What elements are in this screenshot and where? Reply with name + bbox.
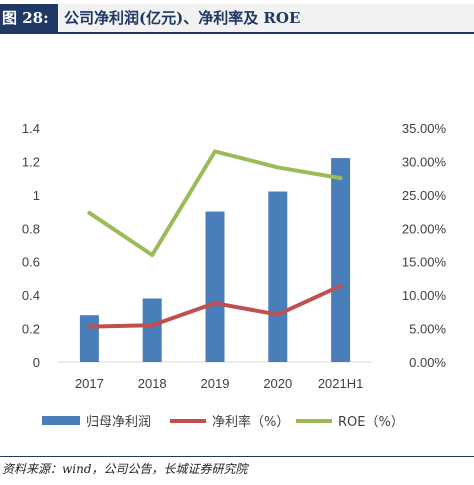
- legend-swatch-bar: [42, 416, 80, 425]
- bar-series: [79, 158, 351, 362]
- source-note: 资料来源：wind，公司公告，长城证券研究院: [2, 462, 248, 476]
- legend: 归母净利润 净利率（%） ROE（%）: [42, 414, 404, 430]
- legend-label: 归母净利润: [86, 415, 151, 430]
- figure-number: 图 28:: [0, 4, 58, 32]
- right-tick-label: 20.00%: [402, 221, 447, 236]
- left-tick-label: 1.2: [22, 154, 40, 169]
- bar: [205, 211, 225, 362]
- right-tick-label: 30.00%: [402, 154, 447, 169]
- legend-label: ROE（%）: [338, 415, 404, 430]
- x-tick-label: 2018: [138, 376, 167, 391]
- x-tick-label: 2020: [263, 376, 292, 391]
- left-tick-label: 1: [33, 188, 40, 203]
- bar: [268, 191, 288, 362]
- right-tick-label: 0.00%: [409, 355, 446, 370]
- left-tick-label: 0.8: [22, 221, 40, 236]
- figure-header: 图 28: 公司净利润(亿元)、净利率及 ROE: [0, 0, 474, 34]
- right-tick-label: 10.00%: [402, 288, 447, 303]
- left-axis-ticks: 0 0.2 0.4 0.6 0.8 1 1.2 1.4: [22, 121, 40, 370]
- bar: [142, 298, 162, 362]
- x-axis-ticks: 2017 2018 2019 2020 2021H1: [75, 376, 363, 391]
- bar: [331, 158, 351, 362]
- right-tick-label: 25.00%: [402, 188, 447, 203]
- x-tick-label: 2019: [201, 376, 230, 391]
- left-tick-label: 0.4: [22, 288, 40, 303]
- roe-line: [87, 149, 343, 258]
- left-tick-label: 0.6: [22, 255, 40, 270]
- legend-label: 净利率（%）: [212, 414, 289, 430]
- left-tick-label: 1.4: [22, 121, 40, 136]
- left-tick-label: 0.2: [22, 322, 40, 337]
- header-background: [0, 4, 474, 32]
- bar: [79, 315, 99, 362]
- footer-rule: [0, 456, 474, 457]
- net-margin-line: [87, 283, 343, 329]
- right-tick-label: 15.00%: [402, 255, 447, 270]
- line-series: [87, 149, 343, 329]
- figure-title: 公司净利润(亿元)、净利率及 ROE: [64, 9, 301, 27]
- x-tick-label: 2021H1: [318, 376, 364, 391]
- chart: 0 0.2 0.4 0.6 0.8 1 1.2 1.4 0.00% 5.00% 10.00% 15.…: [22, 121, 447, 430]
- left-tick-label: 0: [33, 355, 40, 370]
- right-tick-label: 35.00%: [402, 121, 447, 136]
- right-axis-ticks: 0.00% 5.00% 10.00% 15.00% 20.00% 25.00% 30.00%…: [402, 121, 447, 370]
- right-tick-label: 5.00%: [409, 322, 446, 337]
- header-rule: [0, 32, 474, 34]
- x-tick-label: 2017: [75, 376, 104, 391]
